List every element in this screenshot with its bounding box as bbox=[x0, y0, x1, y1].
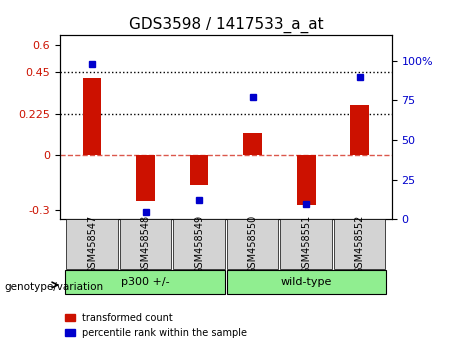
Bar bbox=[136, 155, 155, 201]
FancyBboxPatch shape bbox=[173, 219, 225, 269]
Text: wild-type: wild-type bbox=[280, 277, 332, 287]
Text: GSM458547: GSM458547 bbox=[87, 215, 97, 274]
FancyBboxPatch shape bbox=[280, 219, 332, 269]
FancyBboxPatch shape bbox=[66, 219, 118, 269]
Bar bbox=[350, 105, 369, 155]
Legend: transformed count, percentile rank within the sample: transformed count, percentile rank withi… bbox=[65, 313, 247, 338]
Text: genotype/variation: genotype/variation bbox=[5, 282, 104, 292]
Text: p300 +/-: p300 +/- bbox=[121, 277, 170, 287]
Bar bbox=[83, 78, 101, 155]
Bar bbox=[243, 133, 262, 155]
Bar bbox=[190, 155, 208, 184]
FancyBboxPatch shape bbox=[227, 219, 278, 269]
Title: GDS3598 / 1417533_a_at: GDS3598 / 1417533_a_at bbox=[129, 16, 323, 33]
FancyBboxPatch shape bbox=[65, 270, 225, 294]
Text: GSM458549: GSM458549 bbox=[194, 215, 204, 274]
Text: GSM458552: GSM458552 bbox=[355, 215, 365, 274]
Text: GSM458551: GSM458551 bbox=[301, 215, 311, 274]
FancyBboxPatch shape bbox=[120, 219, 171, 269]
FancyBboxPatch shape bbox=[227, 270, 386, 294]
Text: GSM458550: GSM458550 bbox=[248, 215, 258, 274]
Text: GSM458548: GSM458548 bbox=[141, 215, 151, 274]
Bar bbox=[297, 155, 316, 205]
FancyBboxPatch shape bbox=[334, 219, 385, 269]
